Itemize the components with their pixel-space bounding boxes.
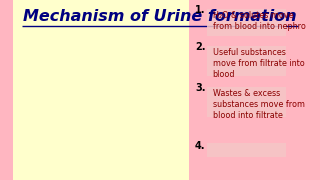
Text: 2.: 2.: [195, 42, 205, 52]
Bar: [207, 143, 286, 157]
Bar: [207, 46, 286, 76]
Text: 1.: 1.: [195, 5, 205, 15]
Bar: [207, 9, 286, 36]
Bar: [207, 87, 286, 117]
Text: 3.: 3.: [195, 83, 205, 93]
Text: 4.: 4.: [195, 141, 205, 151]
Bar: [13, 0, 189, 180]
Text: Wastes & excess
substances move from
blood into filtrate: Wastes & excess substances move from blo…: [212, 89, 305, 120]
Text: Useful substances
move from filtrate into
blood: Useful substances move from filtrate int…: [212, 48, 304, 79]
Text: H₂O & solutes move
from blood into nephro: H₂O & solutes move from blood into nephr…: [212, 11, 305, 31]
Text: Mechanism of Urine formation: Mechanism of Urine formation: [23, 9, 296, 24]
